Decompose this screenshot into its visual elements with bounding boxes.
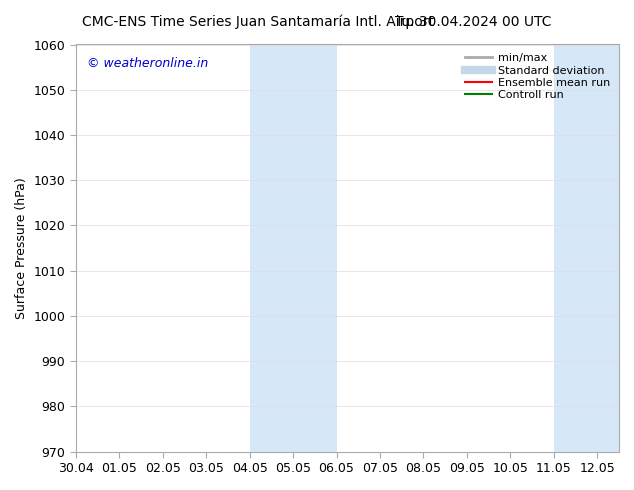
Text: © weatheronline.in: © weatheronline.in bbox=[87, 57, 208, 70]
Y-axis label: Surface Pressure (hPa): Surface Pressure (hPa) bbox=[15, 177, 28, 319]
Bar bbox=[250, 45, 337, 452]
Bar bbox=[554, 45, 619, 452]
Text: Tu. 30.04.2024 00 UTC: Tu. 30.04.2024 00 UTC bbox=[395, 15, 552, 29]
Legend: min/max, Standard deviation, Ensemble mean run, Controll run: min/max, Standard deviation, Ensemble me… bbox=[461, 50, 614, 103]
Text: CMC-ENS Time Series Juan Santamaría Intl. Airport: CMC-ENS Time Series Juan Santamaría Intl… bbox=[82, 15, 434, 29]
